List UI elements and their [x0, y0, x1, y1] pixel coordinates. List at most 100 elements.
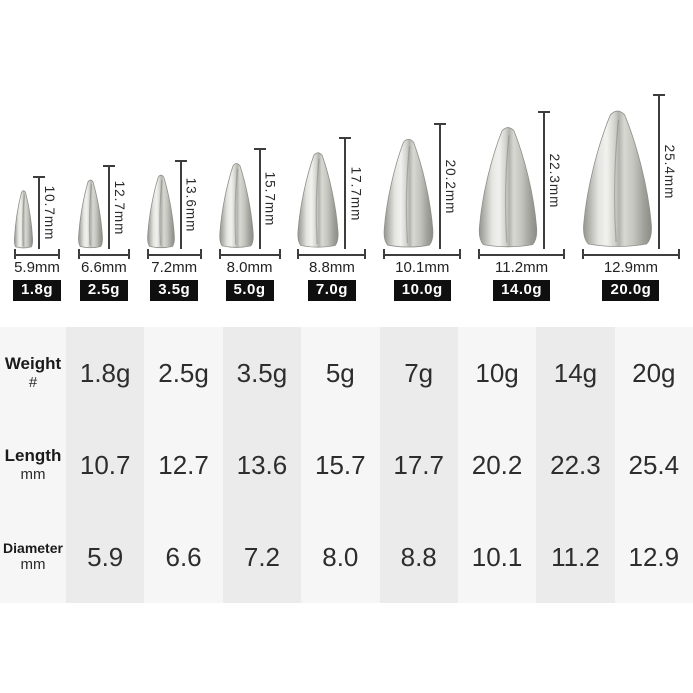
weight-badge: 10.0g	[393, 280, 451, 301]
weight-figure: 12.7mm 6.6mm 2.5g	[77, 165, 130, 301]
table-cell: 11.2	[536, 511, 615, 603]
weight-badge: 20.0g	[602, 280, 660, 301]
table-cell: 10g	[475, 357, 519, 388]
diameter-line-bar	[146, 254, 202, 256]
diameter-label: 8.8mm	[308, 259, 355, 276]
length-dimension-label: 10.7mm	[42, 185, 57, 241]
table-cell: 3.5g	[222, 327, 302, 419]
figure-body: 12.7mm	[77, 165, 130, 249]
diameter-line-bar	[218, 254, 281, 256]
diameter-dimension-line	[297, 249, 367, 259]
table-cell: 7.2	[222, 511, 302, 603]
table-cell: 7g	[379, 327, 458, 419]
table-cell: 13.6	[222, 419, 302, 511]
figure-body: 17.7mm	[297, 137, 366, 249]
weight-badge: 14.0g	[493, 280, 550, 301]
diameter-dimension-line	[581, 249, 680, 259]
length-dimension-line: 17.7mm	[339, 137, 366, 249]
diameter-line-bar	[581, 254, 680, 256]
diameter-dimension-line	[383, 249, 462, 259]
figures-row: 10.7mm 5.9mm 1.8g 12.7mm 6.6mm 2.5g 13.6…	[0, 0, 693, 327]
length-dimension-label: 13.6mm	[183, 177, 199, 233]
length-dimension-label: 12.7mm	[111, 180, 127, 235]
table-cell: 5.9	[66, 511, 145, 603]
weight-badge: 3.5g	[150, 280, 199, 301]
length-dimension-label: 17.7mm	[348, 166, 364, 221]
table-cell: 20.2	[471, 449, 523, 480]
diameter-line-bar	[383, 254, 462, 256]
table-cell: 8.0	[322, 541, 359, 572]
weight-figure: 22.3mm 11.2mm 14.0g	[478, 111, 566, 301]
diameter-label: 11.2mm	[495, 259, 549, 276]
diameter-label: 8.0mm	[226, 259, 273, 276]
figure-body: 22.3mm	[478, 111, 565, 249]
diameter-dimension-line	[77, 249, 130, 259]
length-dimension-line: 13.6mm	[174, 160, 202, 249]
weight-figure: 13.6mm 7.2mm 3.5g	[146, 160, 202, 301]
length-dimension-line: 25.4mm	[652, 94, 680, 249]
table-cell: 10.1	[471, 541, 523, 572]
table-cell: 6.6	[165, 541, 202, 572]
length-dimension-line: 22.3mm	[538, 111, 565, 249]
row-header-label: Length	[4, 445, 62, 465]
weight-badge: 1.8g	[13, 280, 62, 301]
table-cell: 5g	[325, 357, 355, 388]
row-header-unit: mm	[20, 556, 46, 574]
diameter-line-bar	[14, 254, 60, 256]
table-cell: 8.8	[379, 511, 458, 603]
figure-body: 25.4mm	[582, 94, 680, 249]
row-header-unit: #	[28, 374, 38, 392]
bullet-sinker-photo	[77, 179, 103, 249]
bullet-sinker-photo	[383, 138, 434, 248]
weight-badge: 7.0g	[307, 280, 356, 301]
length-dimension-label: 20.2mm	[443, 159, 459, 214]
length-dimension-line: 20.2mm	[434, 123, 461, 249]
row-header-diameter: Diameter mm	[0, 511, 66, 603]
row-header-label: Weight	[4, 353, 62, 373]
figure-body: 15.7mm	[218, 148, 281, 249]
table-cell: 14g	[536, 327, 615, 419]
bullet-sinker-photo	[297, 152, 339, 248]
length-dimension-label: 22.3mm	[547, 153, 563, 208]
table-cell: 12.7	[158, 449, 209, 480]
diameter-line-bar	[297, 254, 367, 256]
table-cell: 2.5g	[158, 357, 209, 388]
diameter-label: 12.9mm	[603, 259, 659, 276]
diameter-label: 5.9mm	[14, 259, 60, 276]
figure-body: 10.7mm	[14, 176, 60, 249]
bullet-sinker-photo	[14, 190, 33, 249]
bullet-sinker-photo	[583, 110, 652, 247]
table-cell: 22.3	[536, 419, 615, 511]
weight-figure: 20.2mm 10.1mm 10.0g	[383, 123, 462, 301]
diameter-dimension-line	[478, 249, 566, 259]
weight-badge: 5.0g	[225, 280, 274, 301]
length-dimension-line: 10.7mm	[33, 176, 60, 249]
diameter-label: 6.6mm	[80, 259, 127, 276]
weight-figure: 10.7mm 5.9mm 1.8g	[13, 176, 62, 301]
bullet-sinker-photo	[478, 127, 538, 248]
diameter-dimension-line	[146, 249, 202, 259]
figure-body: 13.6mm	[146, 160, 202, 249]
table-cell: 10.7	[66, 419, 145, 511]
table-cell: 25.4	[628, 449, 680, 480]
row-header-weight: Weight #	[0, 327, 66, 419]
table-cell: 12.9	[628, 541, 680, 572]
weight-figure: 15.7mm 8.0mm 5.0g	[218, 148, 281, 301]
row-header-label: Diameter	[3, 539, 63, 556]
table-cell: 15.7	[315, 449, 366, 480]
row-header-unit: mm	[20, 466, 46, 484]
diameter-line-bar	[77, 254, 130, 256]
weight-figure: 17.7mm 8.8mm 7.0g	[297, 137, 367, 301]
row-header-length: Length mm	[0, 419, 66, 511]
bullet-sinker-photo	[146, 174, 175, 249]
table-cell: 1.8g	[66, 327, 145, 419]
diameter-label: 7.2mm	[151, 259, 198, 276]
weight-figure: 25.4mm 12.9mm 20.0g	[581, 94, 680, 301]
length-dimension-line: 12.7mm	[102, 165, 130, 249]
length-dimension-label: 25.4mm	[661, 144, 677, 200]
diameter-dimension-line	[14, 249, 60, 259]
figure-body: 20.2mm	[383, 123, 461, 249]
length-dimension-label: 15.7mm	[262, 171, 278, 227]
diameter-dimension-line	[218, 249, 281, 259]
spec-table: Weight #1.8g 2.5g 3.5g 5g 7g 10g 14g 20g Length mm…	[0, 327, 693, 603]
